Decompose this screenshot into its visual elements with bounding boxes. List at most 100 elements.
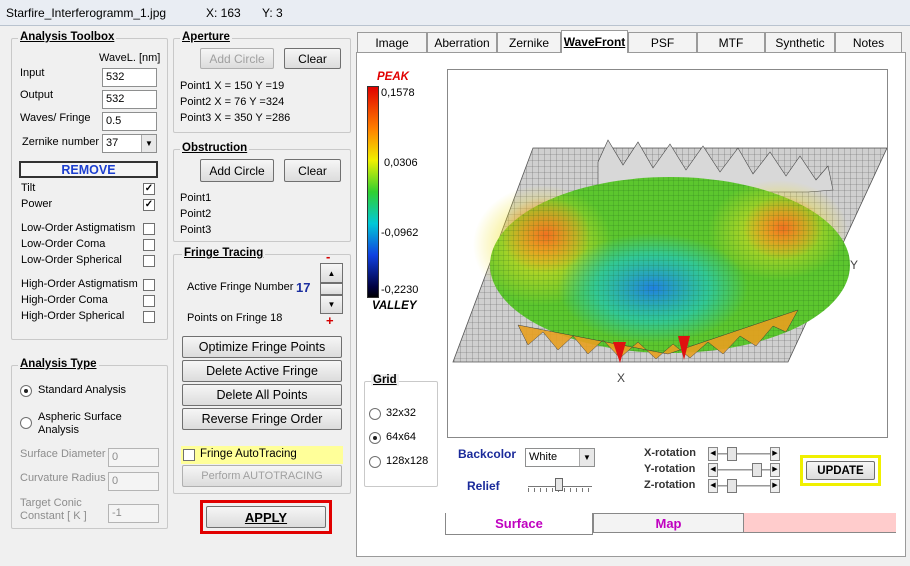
peak-label: PEAK [377, 71, 409, 83]
term-checkbox[interactable] [143, 311, 155, 323]
tab-synthetic[interactable]: Synthetic [765, 32, 835, 52]
tab-zernike[interactable]: Zernike [497, 32, 561, 52]
y-rotation-slider[interactable]: ◀ ▶ [708, 463, 780, 477]
curvature-radius-field[interactable]: 0 [108, 472, 159, 491]
wavefront-plot[interactable]: Y X [447, 69, 888, 438]
tab-aberration[interactable]: Aberration [427, 32, 497, 52]
term-checkbox[interactable] [143, 295, 155, 307]
reverse-fringe-order-button[interactable]: Reverse Fringe Order [182, 408, 342, 430]
chevron-right-icon[interactable]: ▶ [770, 447, 780, 461]
aperture-add-circle-button[interactable]: Add Circle [200, 48, 274, 69]
z-rotation-thumb[interactable] [727, 479, 737, 493]
term-label: Low-Order Spherical [21, 254, 122, 266]
relief-slider-thumb[interactable] [555, 478, 563, 491]
aperture-clear-button[interactable]: Clear [284, 48, 341, 69]
grid-radio-128x128[interactable] [369, 456, 381, 468]
term-checkbox[interactable] [143, 279, 155, 291]
active-fringe-value: 17 [296, 280, 311, 295]
backcolor-select[interactable]: White ▼ [525, 448, 595, 467]
analysis-type-title: Analysis Type [18, 358, 99, 370]
term-label: Low-Order Astigmatism [21, 222, 136, 234]
term-checkbox[interactable] [143, 239, 155, 251]
grid-radio-32x32[interactable] [369, 408, 381, 420]
surface-tab[interactable]: Surface [445, 513, 593, 535]
valley-label: VALLEY [372, 300, 417, 312]
waves-fringe-field[interactable]: 0.5 [102, 112, 157, 131]
active-fringe-label: Active Fringe Number [187, 281, 294, 293]
output-wavelength-field[interactable]: 532 [102, 90, 157, 109]
term-checkbox[interactable] [143, 223, 155, 235]
input-label: Input [20, 67, 45, 79]
target-conic-field[interactable]: -1 [108, 504, 159, 523]
fringe-up-button[interactable]: ▲ [320, 263, 343, 283]
tab-psf[interactable]: PSF [628, 32, 697, 52]
title-bar: Starfire_Interferogramm_1.jpg X: 163 Y: … [0, 0, 910, 26]
chevron-right-icon[interactable]: ▶ [770, 479, 780, 493]
term-label: High-Order Astigmatism [21, 278, 138, 290]
delete-active-fringe-button[interactable]: Delete Active Fringe [182, 360, 342, 382]
relief-label: Relief [467, 479, 500, 493]
y-rotation-label: Y-rotation [644, 463, 696, 475]
fringe-autotracing-row[interactable]: Fringe AutoTracing [181, 446, 343, 464]
x-rotation-slider[interactable]: ◀ ▶ [708, 447, 780, 461]
aspheric-analysis-label-2: Analysis [38, 424, 79, 436]
colorbar-tick-3: -0,0962 [381, 227, 419, 239]
tab-image[interactable]: Image [357, 32, 427, 52]
term-checkbox[interactable]: ✓ [143, 199, 155, 211]
x-rotation-label: X-rotation [644, 447, 696, 459]
chevron-left-icon[interactable]: ◀ [708, 479, 718, 493]
chevron-down-icon[interactable]: ▼ [579, 449, 594, 466]
cursor-y: Y: 3 [262, 6, 283, 20]
analysis-toolbox-title: Analysis Toolbox [18, 31, 117, 43]
term-label: High-Order Coma [21, 294, 108, 306]
map-tab[interactable]: Map [593, 513, 744, 533]
obstruction-group: Obstruction Add Circle Clear Point1 Poin… [173, 142, 351, 242]
term-checkbox[interactable] [143, 255, 155, 267]
surface-diameter-field[interactable]: 0 [108, 448, 159, 467]
optimize-fringe-points-button[interactable]: Optimize Fringe Points [182, 336, 342, 358]
chevron-up-icon: ▲ [327, 268, 336, 278]
apply-button[interactable]: APPLY [206, 506, 326, 528]
points-on-fringe-label: Points on Fringe 18 [187, 312, 283, 324]
backcolor-value: White [529, 451, 558, 463]
relief-slider[interactable] [528, 478, 592, 492]
grid-radio-64x64[interactable] [369, 432, 381, 444]
y-rotation-thumb[interactable] [752, 463, 762, 477]
wavelength-header: WaveL. [nm] [99, 52, 161, 64]
zernike-number-select[interactable]: 37 ▼ [102, 134, 157, 153]
grid-option-label: 32x32 [386, 407, 416, 419]
tab-wavefront[interactable]: WaveFront [561, 30, 628, 53]
chevron-left-icon[interactable]: ◀ [708, 447, 718, 461]
grid-option-label: 128x128 [386, 455, 429, 467]
plot-y-label: Y [850, 258, 859, 272]
fringe-down-button[interactable]: ▼ [320, 295, 343, 314]
delete-all-points-button[interactable]: Delete All Points [182, 384, 342, 406]
fringe-spin-middle[interactable] [320, 283, 343, 295]
fringe-autotracing-checkbox[interactable] [183, 449, 195, 461]
term-checkbox[interactable]: ✓ [143, 183, 155, 195]
standard-analysis-radio[interactable] [20, 385, 32, 397]
chevron-right-icon[interactable]: ▶ [770, 463, 780, 477]
input-wavelength-field[interactable]: 532 [102, 68, 157, 87]
perform-autotracing-button[interactable]: Perform AUTOTRACING [182, 465, 342, 487]
obstruction-add-circle-button[interactable]: Add Circle [200, 159, 274, 182]
aspheric-analysis-radio[interactable] [20, 417, 32, 429]
z-rotation-slider[interactable]: ◀ ▶ [708, 479, 780, 493]
aspheric-analysis-label-1: Aspheric Surface [38, 411, 122, 423]
tab-notes[interactable]: Notes [835, 32, 902, 52]
backcolor-label: Backcolor [458, 447, 517, 461]
z-rotation-label: Z-rotation [644, 479, 696, 491]
tab-mtf[interactable]: MTF [697, 32, 765, 52]
cursor-x: X: 163 [206, 6, 241, 20]
remove-button[interactable]: REMOVE [19, 161, 158, 178]
obstruction-clear-button[interactable]: Clear [284, 159, 341, 182]
chevron-left-icon[interactable]: ◀ [708, 463, 718, 477]
obstruction-point-3: Point3 [180, 224, 212, 236]
x-rotation-thumb[interactable] [727, 447, 737, 461]
update-frame: UPDATE [800, 455, 881, 486]
chevron-down-icon[interactable]: ▼ [141, 135, 156, 152]
colorbar [367, 86, 379, 298]
aperture-title: Aperture [180, 31, 232, 43]
update-button[interactable]: UPDATE [806, 461, 875, 480]
term-label: High-Order Spherical [21, 310, 125, 322]
